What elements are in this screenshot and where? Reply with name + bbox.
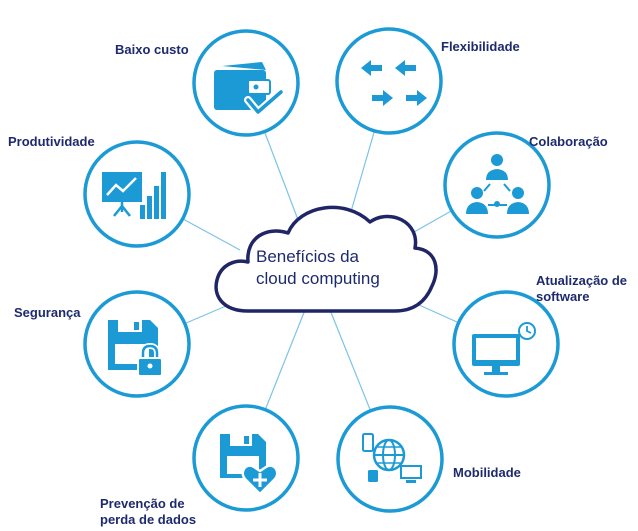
circle-flexibilidade (335, 27, 443, 135)
center-title-line1: Benefícios da (256, 247, 360, 266)
label-mobilidade: Mobilidade (453, 465, 521, 480)
presentation-chart-icon (102, 172, 166, 219)
circle-mobilidade (336, 405, 444, 513)
floppy-lock-icon (108, 320, 163, 377)
arrows-icon (361, 60, 427, 106)
cloud-shape (214, 205, 438, 313)
monitor-clock-icon (472, 322, 536, 375)
label-seguranca: Segurança (14, 305, 81, 320)
label-prevencao-line1: Prevenção de (100, 496, 185, 511)
center-title-line2: cloud computing (256, 269, 380, 288)
wallet-check-icon (214, 62, 285, 116)
floppy-heart-icon (220, 434, 279, 496)
label-atualizacao-line1: Atualização de (536, 273, 628, 288)
label-atualizacao: Atualização de software (536, 273, 627, 305)
people-network-icon (466, 154, 529, 214)
label-prevencao-line2: perda de dados (100, 512, 197, 527)
globe-devices-icon (362, 433, 422, 483)
label-colaboracao: Colaboração (529, 134, 608, 149)
center-title: Benefícios da cloud computing (256, 246, 380, 290)
label-produtividade: Produtividade (8, 134, 95, 149)
label-flexibilidade: Flexibilidade (441, 39, 520, 54)
label-atualizacao-line2: software (536, 289, 590, 304)
label-prevencao: Prevenção de perda de dados (100, 496, 196, 528)
label-baixo-custo: Baixo custo (115, 42, 189, 57)
